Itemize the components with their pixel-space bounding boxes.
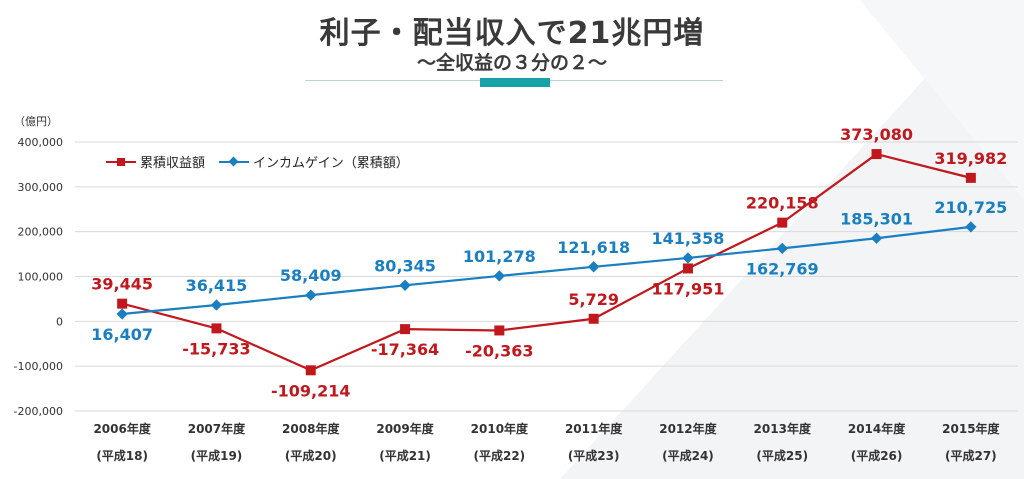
chart-legend: 累積収益額 インカムゲイン（累積額） [106,152,423,171]
x-tick-sublabel: (平成20) [285,448,337,463]
data-label: 121,618 [557,238,630,257]
data-point-marker [965,221,977,233]
data-point-marker [116,308,128,320]
y-tick-label: -200,000 [14,405,63,418]
legend-label: インカムゲイン（累積額） [253,156,409,171]
data-label: 319,982 [934,149,1007,168]
data-label: 16,407 [91,325,153,344]
data-point-marker [777,217,788,228]
x-tick-label: 2007年度 [188,421,246,436]
data-label: 36,415 [186,276,248,295]
data-label: 117,951 [652,279,725,298]
y-tick-label: 0 [56,315,63,328]
y-tick-label: 100,000 [18,271,64,284]
y-tick-label: 200,000 [18,226,64,239]
x-tick-sublabel: (平成26) [851,448,903,463]
x-tick-label: 2013年度 [754,421,812,436]
data-point-marker [400,324,411,335]
data-label: 101,278 [463,247,536,266]
data-point-marker [399,279,411,291]
y-tick-label: 400,000 [18,136,64,149]
data-point-marker [682,263,693,274]
x-tick-sublabel: (平成23) [568,448,620,463]
data-point-marker [305,289,317,301]
x-tick-sublabel: (平成19) [191,448,243,463]
data-point-marker [871,149,882,160]
data-label: -20,363 [465,341,533,360]
data-label: -17,364 [371,340,439,359]
x-tick-label: 2015年度 [942,421,1000,436]
y-axis-unit-label: （億円） [14,115,58,128]
x-tick-sublabel: (平成24) [662,448,714,463]
data-point-marker [494,325,505,336]
data-label: 141,358 [652,229,725,248]
data-label: 5,729 [568,290,619,309]
data-label: 373,080 [840,125,913,144]
data-label: -15,733 [182,339,250,358]
data-label: 58,409 [280,266,342,285]
y-tick-label: 300,000 [18,181,64,194]
data-label: 39,445 [91,275,153,294]
data-point-marker [965,172,976,183]
data-point-marker [588,313,599,324]
page-title: 利子・配当収入で21兆円増 [319,16,705,51]
x-tick-sublabel: (平成21) [379,448,431,463]
data-label: -109,214 [271,381,351,400]
legend-item-income-gain: インカムゲイン（累積額） [219,152,409,171]
data-label: 185,301 [840,209,913,228]
x-tick-sublabel: (平成25) [756,448,808,463]
data-point-marker [117,298,128,309]
x-tick-label: 2008年度 [282,421,340,436]
series-line [122,225,971,316]
y-tick-label: -100,000 [14,360,63,373]
data-point-marker [493,270,506,282]
data-label: 80,345 [374,256,436,275]
data-point-marker [776,242,788,255]
legend-item-cumulative-return: 累積収益額 [106,152,205,171]
x-tick-label: 2009年度 [376,421,434,436]
data-point-marker [870,232,883,244]
page-subtitle: ～全収益の３分の２～ [416,52,607,74]
data-label: 162,769 [746,259,819,278]
title-accent-bar [480,78,550,87]
data-point-marker [210,299,223,311]
x-tick-label: 2010年度 [471,421,529,436]
legend-label: 累積収益額 [140,156,206,171]
data-point-marker [305,365,316,376]
x-tick-label: 2012年度 [659,421,717,436]
x-tick-sublabel: (平成18) [96,448,148,463]
legend-key-square-icon [106,156,136,168]
series-line [121,152,972,372]
data-point-marker [682,252,694,264]
data-label: 210,725 [934,198,1007,217]
data-label: 220,158 [746,194,819,213]
x-tick-sublabel: (平成22) [474,448,526,463]
data-point-marker [587,261,600,273]
x-tick-sublabel: (平成27) [945,448,997,463]
data-point-marker [211,323,222,334]
x-tick-label: 2011年度 [565,421,623,436]
x-tick-label: 2014年度 [848,421,906,436]
legend-key-diamond-icon [219,156,250,168]
x-tick-label: 2006年度 [93,421,151,436]
